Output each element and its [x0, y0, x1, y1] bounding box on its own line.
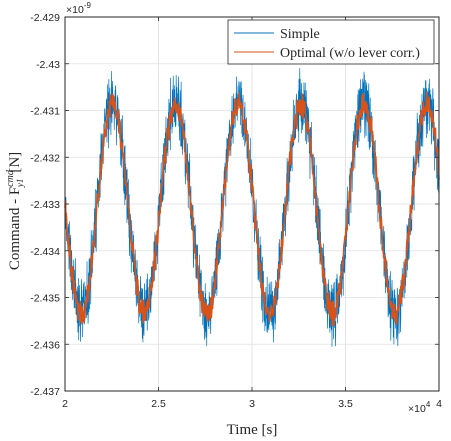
- legend-label-optimal: Optimal (w/o lever corr.): [280, 46, 420, 61]
- y-tick-label: -2.432: [30, 152, 60, 164]
- ticks: 2 2.5 3 3.5 4 -2.429 -2.43 -2.431 -2.432 -2.433 -2…: [30, 12, 442, 410]
- y-tick-label: -2.43: [36, 59, 60, 71]
- x-multiplier: ×104: [408, 400, 431, 415]
- legend-label-simple: Simple: [280, 27, 320, 42]
- y-axis-label: Command - Fcmdy1[N]: [5, 152, 25, 270]
- x-tick-label: 4: [436, 398, 442, 410]
- y-tick-label: -2.434: [30, 246, 60, 258]
- x-tick-label: 2: [62, 398, 68, 410]
- y-tick-label: -2.429: [30, 12, 60, 24]
- x-tick-label: 3.5: [338, 398, 353, 410]
- y-tick-label: -2.435: [30, 293, 60, 305]
- legend-box: [227, 19, 435, 65]
- y-tick-label: -2.436: [30, 339, 60, 351]
- series-layer: [64, 68, 440, 347]
- y-tick-label: -2.437: [30, 386, 60, 398]
- y-tick-label: -2.431: [30, 106, 60, 118]
- x-tick-label: 3: [249, 398, 255, 410]
- y-tick-label: -2.433: [30, 199, 60, 211]
- series-line-optimal: [64, 91, 440, 327]
- x-axis-label: Time [s]: [227, 422, 278, 438]
- legend: Simple Optimal (w/o lever corr.): [227, 19, 435, 65]
- y-multiplier: ×10-9: [66, 1, 91, 16]
- x-tick-label: 2.5: [151, 398, 166, 410]
